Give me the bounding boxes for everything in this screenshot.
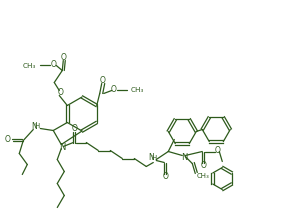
- Text: O: O: [214, 146, 220, 155]
- Text: N: N: [148, 153, 154, 162]
- Text: CH₃: CH₃: [196, 174, 209, 180]
- Text: O: O: [61, 53, 67, 62]
- Text: CH₃: CH₃: [23, 63, 36, 69]
- Text: O: O: [111, 85, 117, 94]
- Text: CH₃: CH₃: [131, 87, 144, 93]
- Text: O: O: [162, 172, 168, 181]
- Text: O: O: [4, 135, 10, 144]
- Text: O: O: [71, 124, 77, 133]
- Text: H: H: [152, 155, 157, 161]
- Text: H: H: [35, 123, 40, 129]
- Text: O: O: [57, 88, 63, 97]
- Text: N: N: [59, 143, 65, 152]
- Text: N: N: [32, 122, 37, 131]
- Text: O: O: [200, 161, 206, 170]
- Text: O: O: [50, 60, 56, 69]
- Text: O: O: [100, 76, 106, 85]
- Text: N: N: [181, 153, 188, 162]
